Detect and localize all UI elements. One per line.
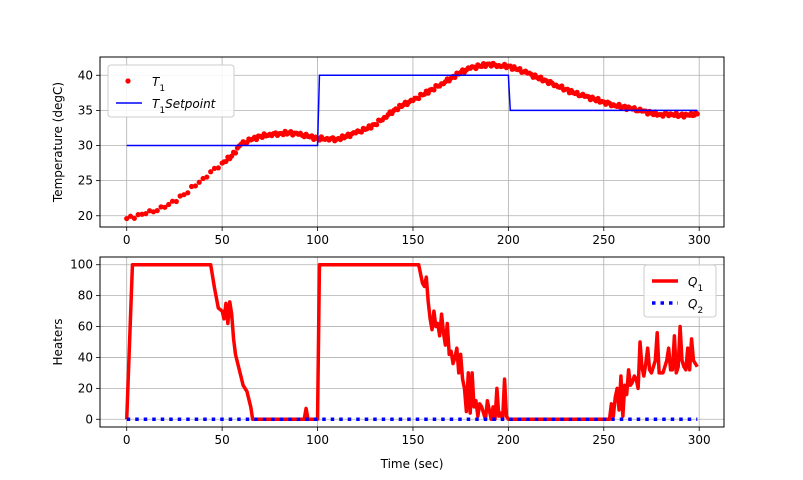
- t1-legend-marker: [125, 78, 131, 84]
- temperature-x-tick-label: 150: [402, 233, 425, 247]
- t1-data-point: [162, 204, 168, 210]
- temperature-y-tick-label: 40: [78, 68, 93, 82]
- temperature-x-tick-label: 50: [214, 233, 229, 247]
- temperature-legend-box: [107, 64, 235, 118]
- t1-trend-point: [188, 183, 195, 190]
- temperature-axes-frame: [99, 56, 725, 228]
- heaters-y-tick-label: 80: [78, 289, 93, 303]
- temperature-y-axis-label: Temperature (degC): [51, 82, 65, 203]
- heaters-x-tick-label: 300: [688, 433, 711, 447]
- heaters-y-tick-label: 0: [85, 412, 93, 426]
- temperature-y-tick-label: 25: [78, 174, 93, 188]
- heaters-axes-frame: [99, 256, 725, 428]
- temperature-legend: T1 T1Setpoint: [107, 64, 235, 118]
- temperature-x-tick-label: 200: [497, 233, 520, 247]
- heaters-x-tick-label: 200: [497, 433, 520, 447]
- time-x-axis-label: Time (sec): [380, 457, 444, 471]
- q1-series-line: [124, 262, 699, 422]
- t1-trend-point: [416, 95, 422, 102]
- temperature-legend-label: T1: [152, 75, 165, 94]
- temperature-y-tick-label: 35: [78, 103, 93, 117]
- t1-data-point: [124, 215, 130, 222]
- heaters-y-axis-label: Heaters: [51, 318, 65, 365]
- t1-trend-point: [208, 169, 214, 175]
- temperature-axes: 0 50 100 150 200 250 300 20 25 30 35 40 Temperature…: [51, 56, 725, 247]
- heaters-x-tick-label: 100: [306, 433, 329, 447]
- t1-trend-point: [131, 215, 137, 221]
- t1-trend-point: [139, 211, 145, 217]
- temperature-ticks: 0 50 100 150 200 250 300 20 25 30 35 40: [78, 68, 711, 247]
- t1-trend-point: [452, 74, 458, 81]
- temperature-y-tick-label: 30: [78, 139, 93, 153]
- temperature-legend-label: T1Setpoint: [152, 97, 217, 116]
- heaters-y-tick-label: 40: [78, 350, 93, 364]
- heaters-legend-label: Q2: [688, 297, 703, 316]
- t1-trend-point: [127, 213, 134, 219]
- t1-trend-point: [431, 87, 437, 93]
- t1-trend-point: [185, 190, 191, 196]
- t1-trend-point: [559, 83, 565, 89]
- heaters-x-tick-label: 250: [592, 433, 615, 447]
- heaters-y-tick-label: 100: [70, 258, 93, 272]
- heaters-x-tick-label: 0: [123, 433, 131, 447]
- t1-trend-point: [232, 150, 239, 156]
- heaters-x-tick-label: 150: [402, 433, 425, 447]
- heaters-legend-label: Q1: [688, 275, 703, 294]
- t1-trend-point: [215, 165, 221, 171]
- t1-trend-point: [166, 201, 172, 208]
- t1-trend-point: [192, 183, 199, 189]
- heaters-legend-box: [643, 264, 717, 318]
- t1-trend-point: [395, 107, 401, 113]
- heaters-plot-area: [124, 262, 699, 422]
- heaters-y-tick-label: 60: [78, 320, 93, 334]
- temperature-plot-area: [124, 60, 700, 222]
- temperature-x-tick-label: 100: [306, 233, 329, 247]
- temperature-series-group: [124, 60, 700, 222]
- t1-trend-point: [211, 165, 218, 172]
- t1-trend-point: [169, 198, 176, 204]
- t1-trend-point: [538, 74, 544, 80]
- t1-trend-point: [374, 122, 380, 128]
- temperature-x-tick-label: 0: [123, 233, 131, 247]
- temperature-x-tick-label: 300: [688, 233, 711, 247]
- heaters-ticks: 0 50 100 150 200 250 300 0 20 40 60 80 100: [70, 258, 711, 447]
- t1-trend-point: [173, 198, 179, 205]
- heaters-y-tick-label: 20: [78, 381, 93, 395]
- temperature-x-tick-label: 250: [592, 233, 615, 247]
- heaters-axes: 0 50 100 150 200 250 300 0 20 40 60 80 100 Heaters T…: [51, 256, 725, 471]
- t1-trend-point: [154, 208, 160, 214]
- heaters-series-group: [124, 262, 699, 422]
- t1-trend-point: [223, 158, 229, 165]
- heaters-x-tick-label: 50: [214, 433, 229, 447]
- temperature-y-tick-label: 20: [78, 209, 93, 223]
- t1-data-point: [694, 111, 700, 117]
- t1-data-point: [143, 211, 149, 217]
- t1-trend-point: [204, 174, 210, 180]
- t1-series: [124, 60, 700, 222]
- t1-trend-point: [196, 179, 202, 185]
- t1-trend-point: [135, 212, 141, 218]
- t1-setpoint-line: [126, 74, 698, 147]
- t1-trend-point: [158, 204, 164, 210]
